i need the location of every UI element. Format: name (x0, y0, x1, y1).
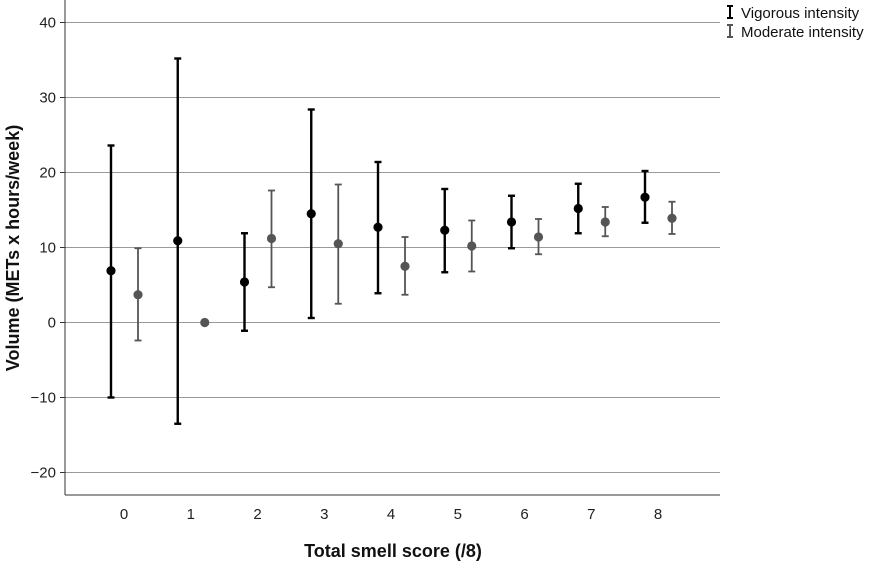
legend-label-vigorous: Vigorous intensity (741, 5, 860, 22)
y-tick-label: 10 (39, 240, 56, 257)
y-tick-label: 40 (39, 15, 56, 32)
legend-item-moderate: Moderate intensity (727, 24, 864, 41)
data-point (200, 317, 210, 328)
data-point (600, 217, 610, 227)
y-tick-label: 0 (48, 315, 56, 332)
y-axis-title: Volume (METs x hours/week) (3, 125, 23, 371)
x-tick-label: 2 (253, 506, 261, 523)
data-point (440, 225, 450, 235)
legend-swatch-moderate (727, 24, 733, 38)
y-tick-label: 20 (39, 165, 56, 182)
y-tick-labels: −20 −10 0 10 20 30 40 (31, 15, 65, 482)
series-vigorous (106, 57, 650, 425)
x-tick-label: 0 (120, 506, 128, 523)
x-tick-labels: 0 1 2 3 4 5 6 7 8 (120, 506, 662, 523)
data-point (467, 241, 477, 251)
y-tick-label: −10 (31, 390, 56, 407)
series-moderate (133, 183, 677, 342)
data-point (640, 192, 650, 202)
data-point (173, 236, 183, 246)
data-point (266, 233, 277, 244)
legend-swatch-vigorous (727, 5, 733, 19)
data-marks (106, 57, 677, 425)
x-tick-label: 1 (187, 506, 195, 523)
data-point (106, 266, 116, 276)
legend-label-moderate: Moderate intensity (741, 24, 864, 41)
data-point (306, 209, 316, 219)
legend-item-vigorous: Vigorous intensity (727, 5, 860, 22)
x-tick-label: 7 (587, 506, 595, 523)
x-axis-title: Total smell score (/8) (304, 541, 482, 561)
x-tick-label: 3 (320, 506, 328, 523)
x-tick-label: 6 (520, 506, 528, 523)
data-point (373, 222, 383, 232)
gridlines (65, 22, 720, 473)
data-point (667, 213, 677, 223)
data-point (239, 277, 250, 287)
data-point (133, 290, 143, 300)
data-point (400, 261, 410, 271)
data-point (573, 203, 583, 214)
x-tick-label: 4 (387, 506, 395, 523)
y-tick-label: −20 (31, 465, 56, 482)
x-tick-label: 5 (454, 506, 462, 523)
data-point (506, 217, 517, 227)
data-point (533, 232, 544, 242)
y-tick-label: 30 (39, 90, 56, 107)
data-point (333, 239, 343, 249)
x-tick-label: 8 (654, 506, 662, 523)
legend: Vigorous intensity Moderate intensity (727, 5, 864, 41)
